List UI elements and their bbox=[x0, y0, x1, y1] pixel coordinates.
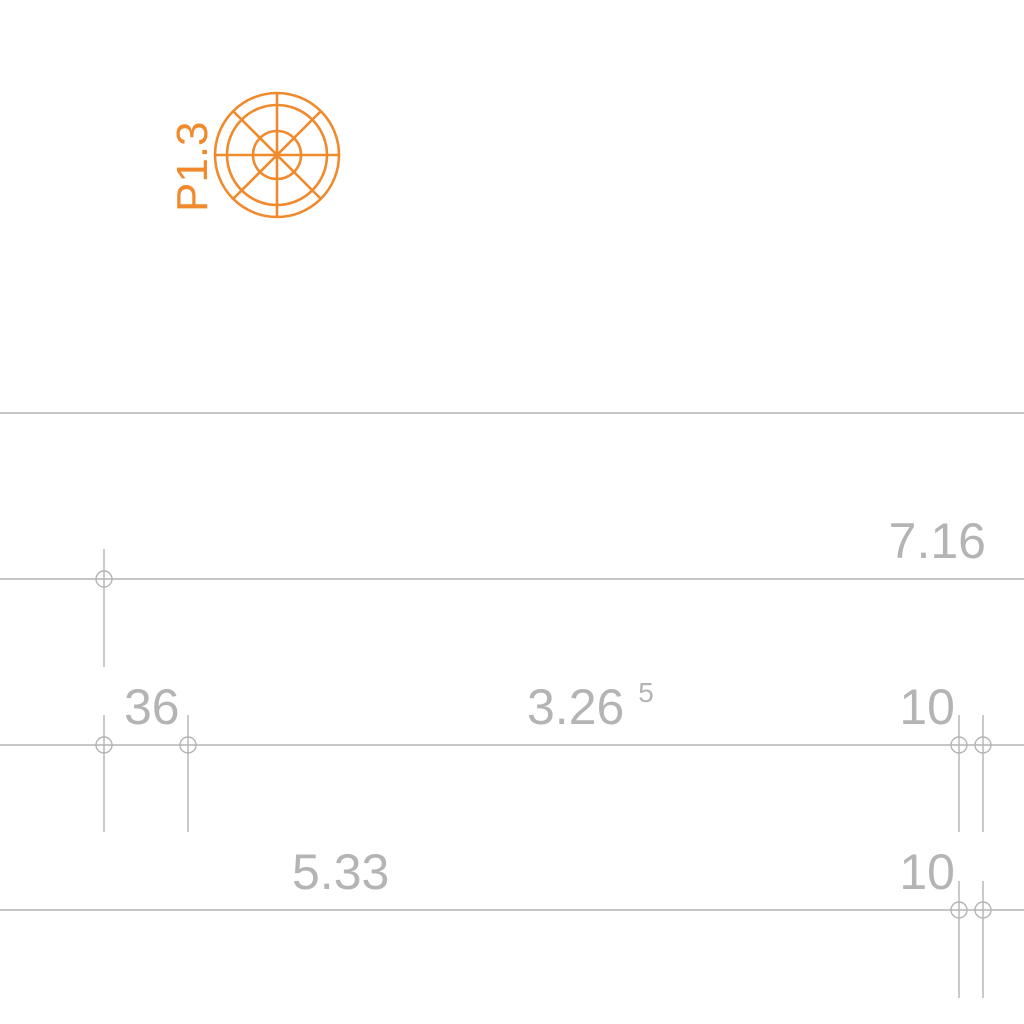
dimension-node bbox=[974, 736, 992, 754]
dimension-text-10: 10 bbox=[899, 844, 955, 900]
dimension-value: 3.26 bbox=[527, 679, 624, 735]
dimension-text-7-16: 7.16 bbox=[889, 513, 986, 569]
dimension-node bbox=[974, 901, 992, 919]
dimension-node bbox=[950, 901, 968, 919]
dimension-chain-bottom: 5.33 10 bbox=[0, 844, 1024, 998]
dimension-text-36: 36 bbox=[124, 679, 180, 735]
concentric-target-icon bbox=[213, 91, 341, 219]
survey-point[interactable]: P1.3 bbox=[168, 91, 341, 219]
dimension-node bbox=[179, 736, 197, 754]
dimension-node bbox=[95, 736, 113, 754]
survey-point-label: P1.3 bbox=[168, 121, 217, 212]
dimension-node bbox=[950, 736, 968, 754]
dimension-superscript: 5 bbox=[638, 677, 654, 708]
dimension-text-10: 10 bbox=[899, 679, 955, 735]
dimension-text-3-26-5: 3.26 5 bbox=[527, 677, 654, 735]
dimension-chain-middle: 36 3.26 5 10 bbox=[0, 677, 1024, 832]
dimension-text-5-33: 5.33 bbox=[292, 844, 389, 900]
dimension-chain-overall: 7.16 bbox=[0, 513, 1024, 667]
dimension-node bbox=[95, 570, 113, 588]
